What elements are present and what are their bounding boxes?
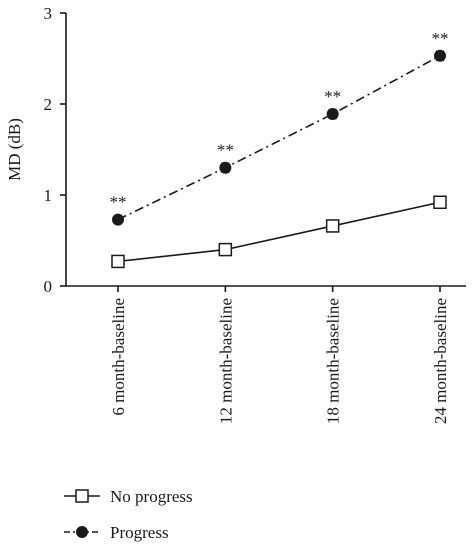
series-no-progress xyxy=(111,195,447,269)
legend-item: Progress xyxy=(64,523,169,542)
significance-annotation: ** xyxy=(432,29,449,48)
data-point xyxy=(326,108,339,121)
legend-item: No progress xyxy=(64,487,193,506)
data-point xyxy=(434,49,446,62)
y-axis-label: MD (dB) xyxy=(5,118,24,181)
significance-annotation: ** xyxy=(217,141,234,160)
data-point xyxy=(218,242,233,257)
data-point xyxy=(219,161,232,174)
legend-label: No progress xyxy=(110,487,193,506)
significance-annotation: ** xyxy=(324,87,341,106)
legend-marker xyxy=(75,489,89,503)
axes: 0 1 2 3 MD (dB) xyxy=(5,4,466,296)
series-progress: ** ** ** ** xyxy=(110,29,449,226)
y-tick-label: 0 xyxy=(44,277,53,296)
series-line xyxy=(117,55,441,221)
data-point xyxy=(111,254,125,269)
data-point xyxy=(112,213,124,226)
y-tick-label: 1 xyxy=(44,186,53,205)
legend: No progress Progress xyxy=(64,487,193,542)
legend-marker xyxy=(76,526,88,538)
x-tick-label: 12 month-baseline xyxy=(216,298,235,424)
x-tick-label: 18 month-baseline xyxy=(324,298,343,424)
y-tick-label: 2 xyxy=(44,95,53,114)
data-point xyxy=(433,195,447,210)
x-tick-label: 24 month-baseline xyxy=(431,298,450,424)
series-layer: ** ** ** ** xyxy=(110,29,449,269)
series-line xyxy=(117,201,441,263)
data-point xyxy=(325,219,340,233)
legend-label: Progress xyxy=(110,523,169,542)
significance-annotation: ** xyxy=(110,193,127,212)
y-tick-label: 3 xyxy=(44,4,53,23)
x-tick-labels: 6 month-baseline 12 month-baseline 18 mont… xyxy=(109,298,450,424)
x-tick-label: 6 month-baseline xyxy=(109,298,128,416)
